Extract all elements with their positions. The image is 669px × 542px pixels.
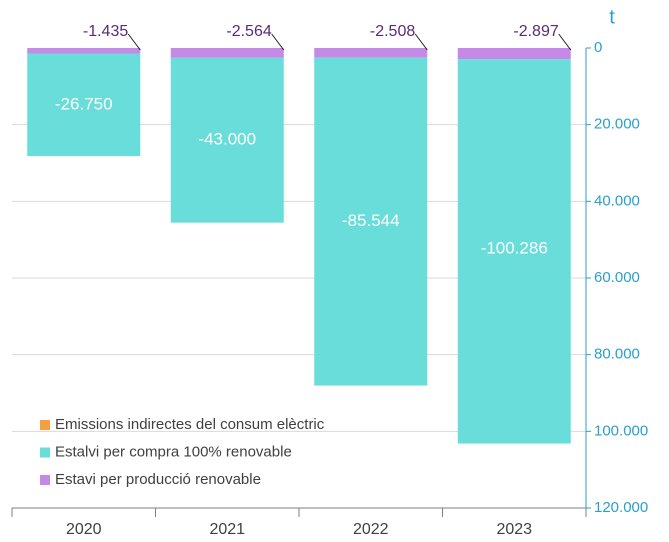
y-tick-label: 0: [594, 39, 602, 56]
data-label: -2.564: [226, 23, 271, 40]
bar-segment: [170, 57, 284, 223]
y-tick-label: 40.000: [594, 192, 640, 209]
data-label: -26.750: [55, 94, 113, 113]
bar-segment: [314, 57, 428, 386]
bar-segment: [27, 53, 141, 157]
x-tick-label: 2020: [66, 521, 102, 538]
data-label: -1.435: [83, 23, 128, 40]
legend-label: Estavi per producció renovable: [55, 471, 261, 488]
y-tick-label: 100.000: [594, 422, 648, 439]
x-tick-label: 2022: [353, 521, 389, 538]
y-tick-label: 80.000: [594, 346, 640, 363]
y-axis-label: t: [609, 6, 615, 28]
data-label: -2.508: [370, 23, 415, 40]
data-label: -100.286: [481, 239, 548, 258]
bar-segment: [457, 59, 571, 444]
data-label: -2.897: [513, 23, 558, 40]
leader-line: [558, 33, 572, 51]
leader-line: [127, 33, 141, 51]
bar-segment: [314, 48, 428, 58]
leader-line: [271, 33, 285, 51]
data-label: -43.000: [198, 130, 256, 149]
bar-segment: [27, 48, 141, 54]
legend-swatch: [40, 420, 50, 430]
legend-swatch: [40, 475, 50, 485]
bar-segment: [457, 48, 571, 60]
legend-label: Estalvi per compra 100% renovable: [55, 443, 292, 460]
leader-line: [414, 33, 428, 51]
y-tick-label: 20.000: [594, 116, 640, 133]
legend-label: Emissions indirectes del consum elèctric: [55, 416, 325, 433]
y-tick-label: 120.000: [594, 499, 648, 516]
data-label: -85.544: [342, 211, 400, 230]
y-tick-label: 60.000: [594, 269, 640, 286]
bar-segment: [170, 48, 284, 58]
legend-swatch: [40, 447, 50, 458]
x-tick-label: 2023: [496, 521, 532, 538]
x-tick-label: 2021: [209, 521, 245, 538]
